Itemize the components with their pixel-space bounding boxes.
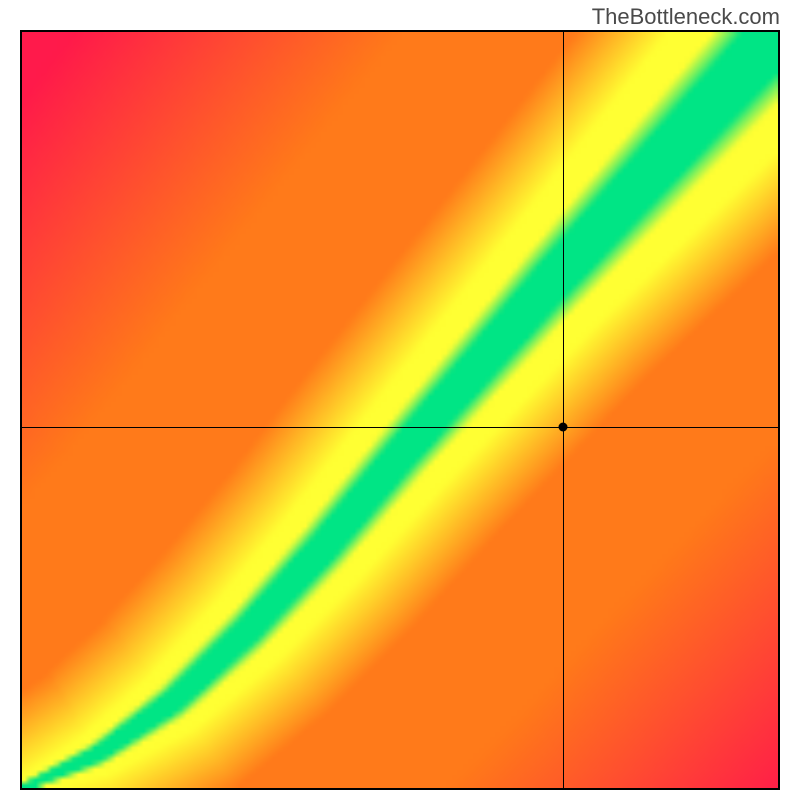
watermark-text: TheBottleneck.com <box>592 4 780 30</box>
heatmap-canvas <box>22 32 778 788</box>
heatmap-chart <box>20 30 780 790</box>
